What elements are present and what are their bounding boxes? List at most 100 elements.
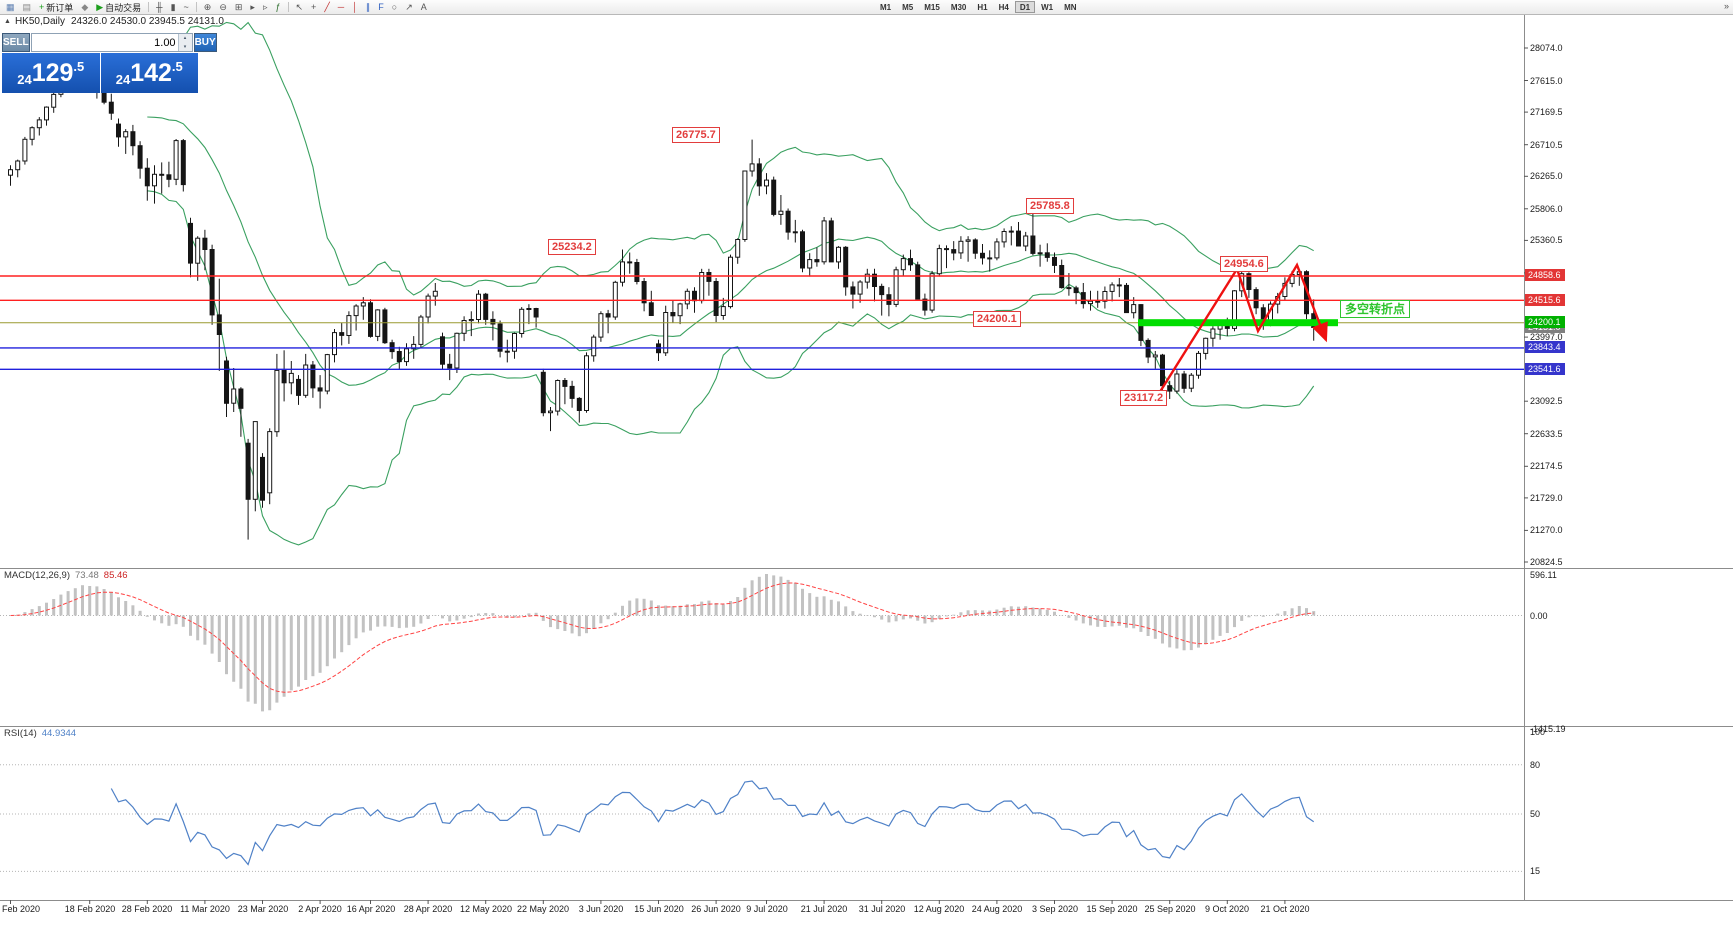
autotrade-button-glyph: ▶ <box>96 2 104 12</box>
chart-title: ▲ HK50,Daily 24326.0 24530.0 23945.5 24131… <box>4 16 224 27</box>
timeframe-mn-button[interactable]: MN <box>1059 1 1081 13</box>
toolbar: ▦ ▤ + 新订单 ◆ ▶ 自动交易 ╫ ▮ ~ ⊕ ⊖ ⊞ ▸ ▹ ƒ ↖ + ╱ ─ │ ∥ F ○ ↗ A M1 M5 M15 M… <box>0 0 1733 15</box>
rsi-line <box>110 780 1315 866</box>
vertical-line-icon[interactable]: │ <box>349 0 361 14</box>
sell-price-button[interactable]: 24 129.5 <box>2 53 100 93</box>
price-axis-label: 22633.5 <box>1530 429 1563 439</box>
rsi-name: RSI(14) <box>4 728 37 739</box>
rsi-layer <box>0 764 1524 872</box>
pivot-zone[interactable] <box>1138 319 1338 327</box>
toolbar-overflow-icon[interactable]: » <box>1723 1 1729 11</box>
buy-price-big-digits: 142 <box>130 58 172 87</box>
buy-price-button[interactable]: 24 142.5 <box>100 53 198 93</box>
volume-input[interactable] <box>31 34 178 51</box>
equidistant-channel-icon-glyph: ∥ <box>365 2 371 12</box>
sell-button[interactable]: SELL <box>2 33 30 52</box>
macd-signal-value: 85.46 <box>103 570 128 581</box>
candlestick-chart-icon[interactable]: ▮ <box>168 0 179 14</box>
candles <box>8 54 1317 540</box>
zigzag-annotation[interactable] <box>1156 262 1328 396</box>
rsi-axis-label: 15 <box>1530 866 1541 876</box>
timeframe-m30-button[interactable]: M30 <box>946 1 972 13</box>
vertical-line-icon-glyph: │ <box>352 2 358 12</box>
price-axis-label: 27169.5 <box>1530 107 1563 117</box>
sell-price-big-digits: 129 <box>31 58 74 87</box>
chart-shift-icon[interactable]: ▹ <box>260 0 271 14</box>
buy-price-prefix: 24 <box>115 72 131 87</box>
macd-main-value: 73.48 <box>75 570 99 581</box>
bar-chart-icon-glyph: ╫ <box>156 2 163 12</box>
bollinger-upper-band <box>147 21 1314 296</box>
price-tag-23541.6: 23541.6 <box>1525 363 1565 375</box>
new-chart-icon[interactable]: ▦ <box>3 0 18 14</box>
fibonacci-icon[interactable]: F <box>375 0 387 14</box>
bar-chart-icon[interactable]: ╫ <box>153 0 165 14</box>
toolbar-separator <box>195 2 197 12</box>
timeframe-m15-button[interactable]: M15 <box>919 1 945 13</box>
collapse-panel-icon[interactable]: ▲ <box>4 18 11 25</box>
arrows-icon[interactable]: ↗ <box>402 0 416 14</box>
rsi-axis-label: 100 <box>1530 727 1546 737</box>
price-axis-label: 25806.0 <box>1530 204 1563 214</box>
expert-advisors-icon[interactable]: ◆ <box>78 0 91 14</box>
volume-up-icon[interactable]: ▴ <box>183 35 187 41</box>
rsi-value: 44.9344 <box>41 728 77 739</box>
price-tag-23843.4: 23843.4 <box>1525 341 1565 353</box>
tile-windows-icon-glyph: ⊞ <box>234 2 243 12</box>
profiles-icon[interactable]: ▤ <box>20 0 35 14</box>
cursor-icon[interactable]: ↖ <box>293 0 307 14</box>
auto-scroll-icon[interactable]: ▸ <box>247 0 258 14</box>
profiles-icon-glyph: ▤ <box>22 2 32 12</box>
timeframe-m5-button[interactable]: M5 <box>897 1 918 13</box>
buy-price-fraction: .5 <box>171 59 183 74</box>
buy-button[interactable]: BUY <box>193 33 217 52</box>
horizontal-line-icon[interactable]: ─ <box>335 0 347 14</box>
equidistant-channel-icon[interactable]: ∥ <box>363 0 374 14</box>
line-chart-icon-glyph: ~ <box>183 2 189 12</box>
indicators-icon-glyph: ƒ <box>275 2 281 12</box>
fibonacci-icon-glyph: F <box>378 2 384 12</box>
tile-windows-icon[interactable]: ⊞ <box>232 0 246 14</box>
cursor-icon-glyph: ↖ <box>295 2 304 12</box>
timeframe-buttons: M1 M5 M15 M30 H1 H4 D1 W1 MN <box>875 1 1082 13</box>
volume-field: ▴ ▾ <box>30 33 193 52</box>
arrows-icon-glyph: ↗ <box>405 2 413 12</box>
expert-advisors-icon-glyph: ◆ <box>81 2 89 12</box>
timeframe-m1-button[interactable]: M1 <box>875 1 896 13</box>
price-axis[interactable]: 28074.0 27615.0 27169.5 26710.5 26265.0 25806… <box>1524 0 1733 943</box>
chart-ohlc: 24326.0 24530.0 23945.5 24131.0 <box>70 16 224 27</box>
macd-axis-label: 0.00 <box>1530 611 1548 621</box>
toolbar-separator <box>287 2 289 12</box>
price-axis-label: 27615.0 <box>1530 76 1563 86</box>
price-axis-label: 23092.5 <box>1530 396 1563 406</box>
timeframe-h4-button[interactable]: H4 <box>994 1 1014 13</box>
horizontal-line-icon-glyph: ─ <box>337 2 345 12</box>
crosshair-icon[interactable]: + <box>308 0 319 14</box>
main-chart-layer <box>0 21 1524 546</box>
timeframe-w1-button[interactable]: W1 <box>1036 1 1058 13</box>
indicators-icon[interactable]: ƒ <box>272 0 283 14</box>
shapes-icon-glyph: ○ <box>391 2 398 12</box>
zoom-out-icon[interactable]: ⊖ <box>216 0 230 14</box>
chart-shift-icon-glyph: ▹ <box>262 2 268 12</box>
rsi-axis-label: 50 <box>1530 809 1541 819</box>
shapes-icon[interactable]: ○ <box>389 0 400 14</box>
volume-down-icon[interactable]: ▾ <box>183 43 187 50</box>
price-axis-label: 28074.0 <box>1530 43 1563 53</box>
trendline-icon[interactable]: ╱ <box>321 0 332 14</box>
price-axis-label: 20824.5 <box>1530 557 1563 567</box>
macd-name: MACD(12,26,9) <box>4 570 70 581</box>
price-tag-24515.6: 24515.6 <box>1525 294 1565 306</box>
new-order-button[interactable]: + 新订单 <box>36 0 76 14</box>
crosshair-icon-glyph: + <box>311 2 317 12</box>
auto-scroll-icon-glyph: ▸ <box>250 2 255 12</box>
timeframe-d1-button[interactable]: D1 <box>1014 1 1036 13</box>
timeframe-h1-button[interactable]: H1 <box>972 1 992 13</box>
autotrade-button[interactable]: ▶ 自动交易 <box>93 0 144 14</box>
line-chart-icon[interactable]: ~ <box>181 0 192 14</box>
price-tag-24200.1: 24200.1 <box>1525 316 1565 328</box>
text-icon[interactable]: A <box>418 0 430 14</box>
zoom-in-icon[interactable]: ⊕ <box>201 0 215 14</box>
